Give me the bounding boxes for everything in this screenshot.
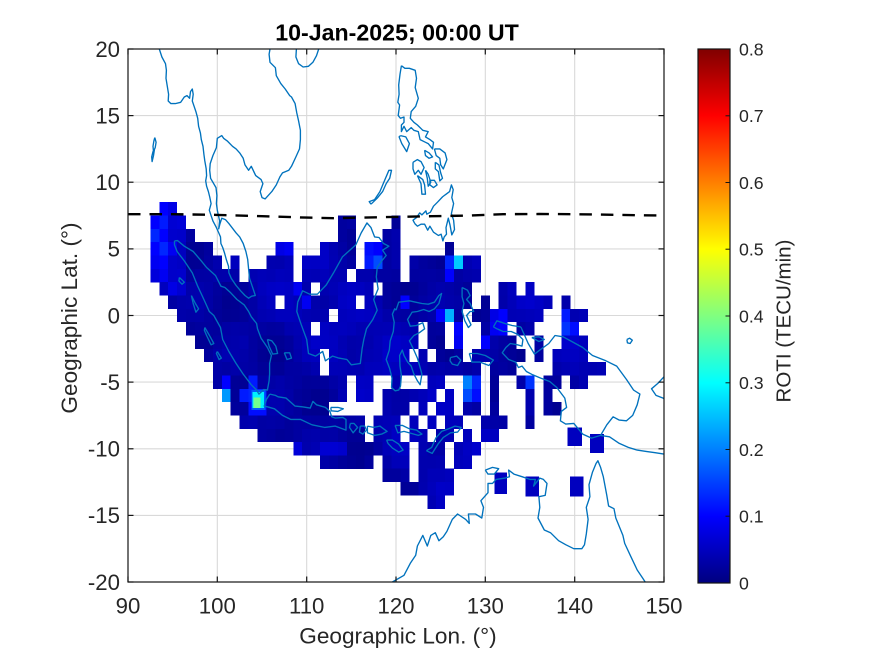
svg-text:0.6: 0.6 (739, 173, 764, 193)
svg-text:0.2: 0.2 (739, 440, 764, 460)
svg-text:-10: -10 (88, 437, 120, 462)
svg-text:ROTI (TECU/min): ROTI (TECU/min) (773, 240, 796, 403)
svg-text:10-Jan-2025; 00:00 UT: 10-Jan-2025; 00:00 UT (275, 19, 519, 45)
svg-text:-20: -20 (88, 570, 120, 595)
svg-text:0.7: 0.7 (739, 106, 764, 126)
svg-text:0: 0 (739, 573, 749, 593)
svg-text:150: 150 (645, 593, 682, 618)
svg-text:Geographic Lat. (°): Geographic Lat. (°) (57, 222, 82, 413)
svg-text:20: 20 (95, 37, 120, 62)
svg-text:5: 5 (108, 237, 120, 262)
svg-text:10: 10 (95, 170, 120, 195)
svg-text:110: 110 (289, 593, 324, 618)
svg-text:Geographic Lon. (°): Geographic Lon. (°) (299, 624, 496, 649)
svg-text:-5: -5 (100, 370, 120, 395)
svg-text:0.8: 0.8 (739, 39, 764, 59)
svg-text:140: 140 (556, 593, 593, 618)
svg-text:130: 130 (467, 593, 504, 618)
svg-text:-15: -15 (88, 503, 120, 528)
svg-text:0.1: 0.1 (739, 507, 764, 527)
svg-text:15: 15 (95, 103, 120, 128)
svg-text:0.5: 0.5 (739, 240, 764, 260)
svg-text:90: 90 (116, 593, 141, 618)
svg-text:0.4: 0.4 (739, 306, 764, 326)
svg-text:0: 0 (108, 303, 120, 328)
svg-text:0.3: 0.3 (739, 373, 764, 393)
svg-text:120: 120 (377, 593, 414, 618)
svg-text:100: 100 (199, 593, 236, 618)
